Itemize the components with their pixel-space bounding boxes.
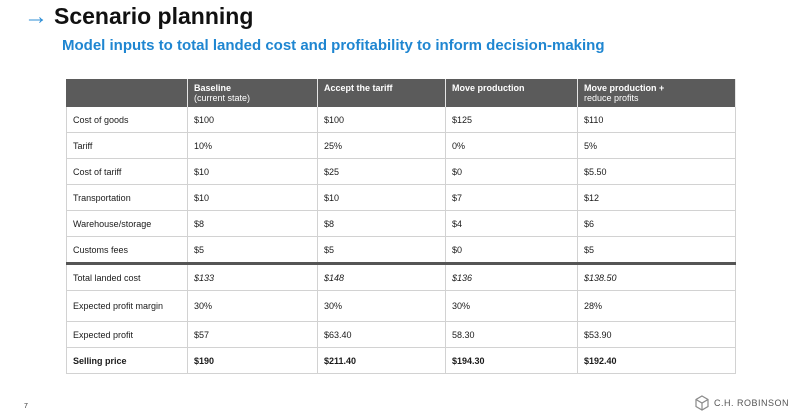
table-row-selling-price: Selling price $190 $211.40 $194.30 $192.… [66,347,736,374]
column-header-text: Move production + [584,83,665,93]
table-cell: $12 [577,184,736,211]
table-cell: 5% [577,132,736,159]
cube-logo-icon [695,395,709,411]
table-cell: $100 [187,107,318,133]
table-cell: $136 [445,262,578,291]
table-row: Transportation $10 $10 $7 $12 [66,184,736,211]
table-cell: $138.50 [577,262,736,291]
slide-title: → Scenario planning [24,3,253,30]
page-number: 7 [24,403,28,410]
column-header-move-production: Move production [445,79,578,107]
table-cell: $211.40 [317,347,446,374]
table-cell: $125 [445,107,578,133]
table-cell: 10% [187,132,318,159]
page-subtitle: Model inputs to total landed cost and pr… [62,37,605,54]
arrow-right-icon: → [24,2,48,30]
row-label: Transportation [66,184,188,211]
table-cell: $133 [187,262,318,291]
table-cell: $5 [187,236,318,264]
table-cell: $194.30 [445,347,578,374]
scenario-table: Baseline (current state) Accept the tari… [66,79,736,374]
column-header-text: Move production [452,83,525,93]
table-header-row: Baseline (current state) Accept the tari… [66,79,736,107]
table-cell: $63.40 [317,321,446,348]
row-label: Warehouse/storage [66,210,188,237]
column-header-label [66,79,188,107]
column-header-move-production-reduce: Move production + reduce profits [577,79,736,107]
table-row: Warehouse/storage $8 $8 $4 $6 [66,210,736,237]
table-cell: 30% [317,290,446,322]
table-cell: 30% [187,290,318,322]
column-header-text: Accept the tariff [324,83,393,93]
table-cell: $10 [187,158,318,185]
table-cell: $0 [445,158,578,185]
table-row: Expected profit $57 $63.40 58.30 $53.90 [66,321,736,348]
table-row: Expected profit margin 30% 30% 30% 28% [66,290,736,322]
table-cell: 28% [577,290,736,322]
table-row-total: Total landed cost $133 $148 $136 $138.50 [66,262,736,291]
table-cell: $6 [577,210,736,237]
table-cell: $8 [187,210,318,237]
table-cell: $192.40 [577,347,736,374]
table-cell: $5 [317,236,446,264]
row-label: Cost of goods [66,107,188,133]
row-label: Expected profit [66,321,188,348]
table-cell: $10 [187,184,318,211]
table-cell: $5.50 [577,158,736,185]
table-cell: 0% [445,132,578,159]
table-cell: 58.30 [445,321,578,348]
table-cell: $5 [577,236,736,264]
column-header-subtext: reduce profits [584,93,639,103]
column-header-baseline: Baseline (current state) [187,79,318,107]
logo-text: C.H. ROBINSON [714,398,790,408]
table-cell: $190 [187,347,318,374]
row-label: Total landed cost [66,262,188,291]
table-cell: $25 [317,158,446,185]
table-cell: $0 [445,236,578,264]
column-header-accept-tariff: Accept the tariff [317,79,446,107]
column-header-text: Baseline [194,83,232,93]
table-cell: $110 [577,107,736,133]
table-cell: $57 [187,321,318,348]
row-label: Expected profit margin [66,290,188,322]
table-cell: $10 [317,184,446,211]
row-label: Customs fees [66,236,188,264]
table-cell: $7 [445,184,578,211]
table-cell: $8 [317,210,446,237]
table-cell: $4 [445,210,578,237]
table-row: Tariff 10% 25% 0% 5% [66,132,736,159]
page-title: Scenario planning [54,3,254,29]
table-cell: 30% [445,290,578,322]
table-cell: 25% [317,132,446,159]
table-cell: $100 [317,107,446,133]
table-cell: $148 [317,262,446,291]
row-label: Cost of tariff [66,158,188,185]
table-cell: $53.90 [577,321,736,348]
table-row: Customs fees $5 $5 $0 $5 [66,236,736,264]
table-row: Cost of tariff $10 $25 $0 $5.50 [66,158,736,185]
table-row: Cost of goods $100 $100 $125 $110 [66,107,736,133]
row-label: Tariff [66,132,188,159]
column-header-subtext: (current state) [194,93,251,103]
company-logo: C.H. ROBINSON [694,395,789,411]
row-label: Selling price [66,347,188,374]
